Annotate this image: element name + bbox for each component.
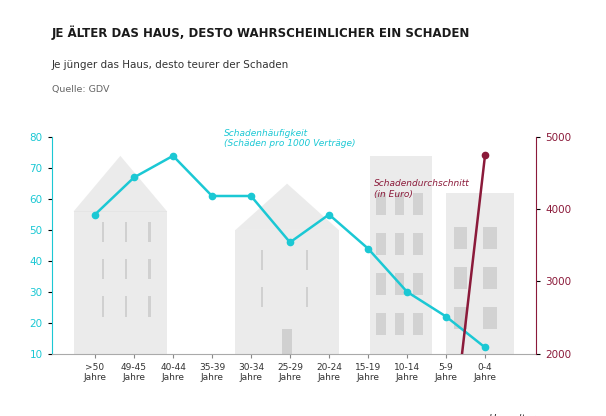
Bar (261, 250, 264, 270)
Bar (395, 193, 404, 215)
Bar (454, 227, 467, 248)
Bar (446, 193, 514, 354)
Bar (148, 222, 151, 243)
Text: Schadenhäufigkeit
(Schäden pro 1000 Verträge): Schadenhäufigkeit (Schäden pro 1000 Vert… (224, 129, 355, 148)
Bar (413, 313, 423, 335)
Bar (102, 259, 104, 280)
Bar (376, 273, 385, 295)
Text: Quelle: GDV: Quelle: GDV (52, 85, 109, 94)
Bar (235, 230, 339, 354)
Text: Schadendurchschnitt
(in Euro): Schadendurchschnitt (in Euro) (374, 179, 470, 199)
Bar (376, 313, 385, 335)
Bar (413, 233, 423, 255)
Bar (370, 156, 432, 354)
Bar (261, 287, 264, 307)
Bar (395, 273, 404, 295)
Polygon shape (73, 156, 167, 211)
Bar (413, 273, 423, 295)
Bar (125, 297, 127, 317)
Text: Hausalter: Hausalter (489, 414, 536, 416)
Bar (376, 233, 385, 255)
Text: Je jünger das Haus, desto teurer der Schaden: Je jünger das Haus, desto teurer der Sch… (52, 60, 289, 70)
Bar (102, 297, 104, 317)
Bar (395, 233, 404, 255)
Text: JE ÄLTER DAS HAUS, DESTO WAHRSCHEINLICHER EIN SCHADEN: JE ÄLTER DAS HAUS, DESTO WAHRSCHEINLICHE… (52, 25, 470, 40)
Bar (454, 307, 467, 329)
Bar (102, 222, 104, 243)
Bar (125, 259, 127, 280)
Bar (73, 211, 167, 354)
Bar (306, 250, 308, 270)
Bar (148, 259, 151, 280)
Bar (306, 287, 308, 307)
Bar (395, 313, 404, 335)
Bar (148, 297, 151, 317)
Polygon shape (235, 183, 339, 230)
Bar (413, 193, 423, 215)
Bar (454, 267, 467, 289)
Bar (376, 193, 385, 215)
Bar (483, 227, 497, 248)
Bar (483, 267, 497, 289)
Bar (282, 329, 291, 354)
Bar (125, 222, 127, 243)
Bar (483, 307, 497, 329)
